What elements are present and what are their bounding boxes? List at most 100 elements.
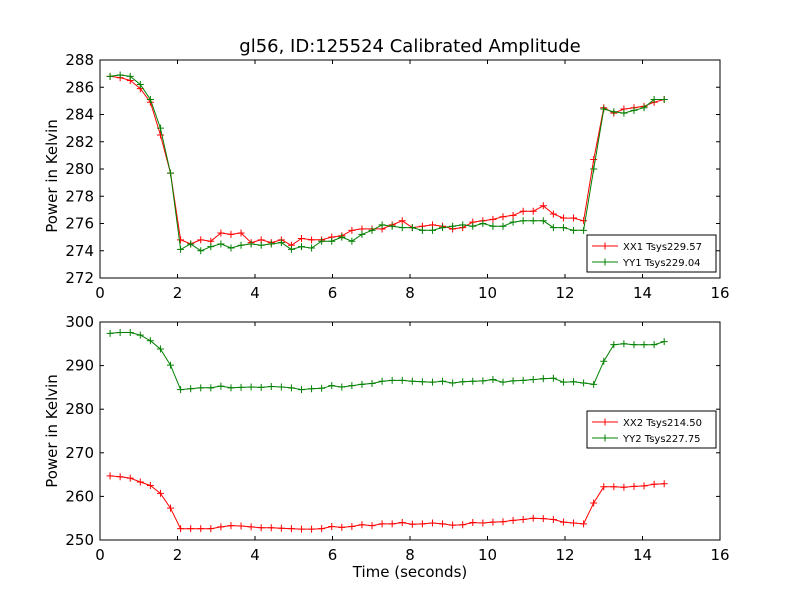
data-point	[298, 386, 305, 394]
data-point	[136, 478, 144, 486]
data-point	[549, 516, 557, 524]
data-point	[580, 217, 588, 225]
data-point	[580, 520, 588, 528]
data-point	[499, 378, 507, 386]
data-point	[590, 165, 598, 173]
data-point	[479, 519, 487, 527]
data-point	[439, 520, 447, 528]
y-tick-label: 250	[65, 531, 94, 549]
data-point	[539, 375, 547, 383]
data-point	[479, 220, 487, 227]
data-point	[428, 519, 436, 527]
data-point	[398, 224, 406, 232]
y-tick-label: 284	[65, 106, 94, 124]
data-point	[509, 211, 517, 219]
data-point	[277, 239, 285, 247]
data-point	[287, 245, 295, 253]
data-point	[499, 222, 507, 230]
data-point	[187, 385, 195, 393]
data-point	[156, 124, 164, 132]
data-point	[559, 518, 567, 526]
data-point	[640, 341, 648, 349]
x-tick-label: 14	[633, 284, 652, 302]
legend-marker	[601, 418, 609, 426]
x-tick-label: 8	[405, 546, 415, 564]
data-point	[660, 96, 668, 104]
data-point	[126, 474, 134, 482]
data-point	[580, 226, 588, 234]
data-point	[358, 521, 366, 529]
data-point	[187, 240, 195, 248]
data-point	[328, 522, 336, 530]
data-point	[509, 377, 517, 385]
data-point	[106, 72, 114, 80]
data-point	[580, 379, 588, 387]
data-point	[348, 226, 356, 234]
data-point	[217, 382, 225, 390]
data-point	[217, 229, 225, 237]
legend-marker	[601, 434, 609, 442]
data-point	[227, 522, 235, 530]
data-point	[348, 522, 356, 530]
data-point	[529, 207, 537, 215]
data-point	[116, 328, 124, 336]
data-point	[610, 341, 618, 349]
x-tick-label: 0	[95, 546, 105, 564]
data-point	[247, 523, 255, 531]
data-point	[529, 514, 537, 522]
data-point	[469, 377, 477, 385]
data-point	[509, 218, 517, 226]
data-point	[570, 519, 578, 527]
data-point	[237, 522, 245, 530]
data-point	[378, 520, 386, 528]
data-point	[267, 383, 275, 391]
data-point	[519, 376, 527, 384]
data-point	[146, 337, 154, 345]
data-point	[428, 226, 436, 234]
data-point	[640, 104, 648, 112]
data-point	[287, 525, 295, 533]
data-point	[126, 328, 134, 336]
legend-label: YY1 Tsys229.04	[622, 258, 701, 269]
y-tick-label: 260	[65, 487, 94, 505]
data-point	[600, 483, 608, 491]
data-point	[146, 96, 154, 104]
legend-box	[586, 234, 717, 273]
data-point	[287, 384, 295, 392]
data-point	[559, 224, 567, 232]
x-tick-label: 6	[328, 284, 338, 302]
data-point	[308, 236, 316, 244]
data-point	[600, 105, 608, 113]
legend-box	[586, 410, 717, 449]
data-point	[116, 473, 124, 481]
legend: XX2 Tsys214.50 YY2 Tsys227.75	[586, 410, 717, 449]
data-point	[388, 222, 396, 230]
data-point	[650, 341, 658, 349]
data-point	[398, 519, 406, 527]
data-point	[177, 525, 185, 533]
data-point	[368, 226, 376, 234]
legend-marker	[601, 258, 609, 266]
data-point	[499, 213, 507, 221]
data-point	[187, 525, 195, 533]
data-point	[398, 217, 406, 225]
data-point	[338, 383, 346, 391]
x-tick-label: 0	[95, 284, 105, 302]
data-point	[570, 226, 578, 234]
data-point	[338, 523, 346, 531]
data-point	[630, 106, 638, 114]
data-point	[388, 520, 396, 528]
data-point	[177, 245, 185, 253]
data-point	[308, 525, 316, 533]
y-tick-label: 272	[65, 269, 94, 287]
data-point	[308, 244, 316, 252]
data-point	[167, 361, 175, 369]
data-point	[177, 386, 185, 394]
top-amplitude-panel: Power in Kelvin 0 2 4 6 8 10 12 14 16 272 274 276 27…	[43, 51, 730, 302]
data-point	[620, 109, 628, 117]
data-point	[418, 520, 426, 528]
data-point	[570, 378, 578, 386]
y-tick-label: 290	[65, 357, 94, 375]
data-point	[368, 379, 376, 387]
data-point	[197, 247, 205, 255]
